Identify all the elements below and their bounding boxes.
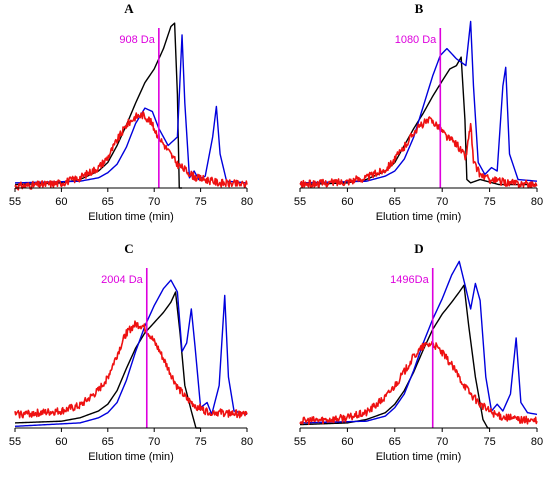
x-tick-label-b-70: 70 [436,196,448,208]
x-tick-label-a-65: 65 [102,196,114,208]
series-line-red-a [14,110,248,191]
x-tick-label-d-55: 55 [294,436,306,448]
marker-label-c: 2004 Da [101,274,143,286]
x-tick-label-c-75: 75 [194,436,206,448]
series-line-red-d [299,340,538,426]
x-axis-title-d: Elution time (min) [376,451,462,463]
x-tick-label-c-70: 70 [148,436,160,448]
x-tick-label-c-60: 60 [55,436,67,448]
x-tick-label-a-80: 80 [241,196,253,208]
series-line-red-c [14,320,248,419]
x-tick-label-b-80: 80 [531,196,543,208]
x-tick-label-a-70: 70 [148,196,160,208]
x-axis-title-b: Elution time (min) [376,211,462,223]
x-tick-label-d-60: 60 [341,436,353,448]
panel-d: D 1496Da 55 60 65 70 75 80 Elution time (min) [294,241,543,463]
panel-letter-b: B [415,1,424,16]
panel-a: A 908 Da 55 60 65 70 75 80 Elution time (min) [9,1,253,223]
panel-c: C 2004 Da 55 60 65 70 75 80 Elution time (min) [9,241,253,463]
x-axis-title-a: Elution time (min) [88,211,174,223]
x-tick-label-d-80: 80 [531,436,543,448]
x-tick-label-a-60: 60 [55,196,67,208]
x-tick-label-c-55: 55 [9,436,21,448]
x-tick-label-d-70: 70 [436,436,448,448]
series-line-black-d [299,284,490,429]
x-tick-label-a-55: 55 [9,196,21,208]
x-tick-label-d-75: 75 [483,436,495,448]
panel-b: B 1080 Da 55 60 65 70 75 80 Elution time (min) [294,1,543,223]
series-line-black-a [14,22,183,189]
marker-label-d: 1496Da [390,274,429,286]
series-line-red-b [299,116,538,189]
x-tick-label-b-60: 60 [341,196,353,208]
series-line-blue-a [14,34,248,184]
panel-letter-d: D [414,241,423,256]
series-line-blue-d [299,260,538,424]
x-tick-label-d-65: 65 [389,436,401,448]
panel-letter-a: A [124,1,134,16]
x-tick-label-b-75: 75 [483,196,495,208]
x-tick-label-c-65: 65 [102,436,114,448]
series-line-blue-c [14,279,248,427]
x-axis-title-c: Elution time (min) [88,451,174,463]
x-tick-label-a-75: 75 [194,196,206,208]
series-line-black-c [14,291,201,429]
x-tick-label-b-65: 65 [389,196,401,208]
marker-label-a: 908 Da [119,34,155,46]
marker-label-b: 1080 Da [395,34,437,46]
panel-letter-c: C [124,241,133,256]
x-tick-label-b-55: 55 [294,196,306,208]
x-tick-label-c-80: 80 [241,436,253,448]
